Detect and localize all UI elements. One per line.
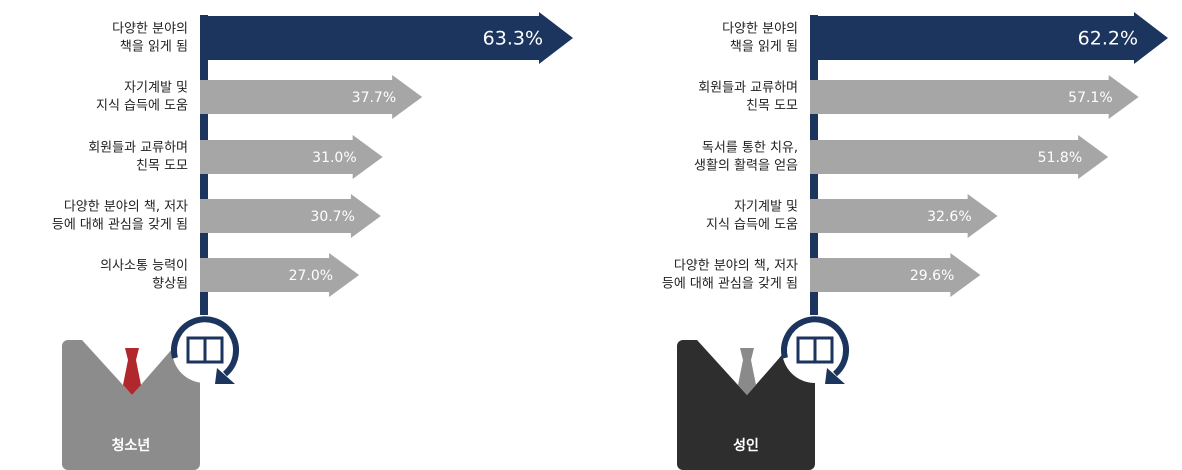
category-label: 지식 습득에 도움 [96,99,188,114]
category-label: 지식 습득에 도움 [706,218,798,233]
value-label: 31.0% [312,150,356,166]
category-label: 의사소통 능력이 [100,259,188,274]
value-label: 63.3% [483,28,543,50]
group-label: 성인 [733,437,759,454]
value-label: 37.7% [352,90,396,106]
arrow-bar [810,253,980,297]
category-label: 독서를 통한 치유, [702,141,798,156]
infographic: 청소년63.3%다양한 분야의책을 읽게 됨37.7%자기계발 및지식 습득에 … [0,0,1182,470]
category-label: 회원들과 교류하며 [698,81,798,96]
category-label: 등에 대해 관심을 갖게 됨 [52,218,188,233]
category-label: 다양한 분야의 [112,22,188,37]
value-label: 27.0% [289,268,333,284]
value-label: 62.2% [1078,28,1138,50]
category-label: 향상됨 [152,277,188,292]
value-label: 57.1% [1068,90,1112,106]
category-label: 생활의 활력을 얻음 [694,159,798,174]
category-label: 자기계발 및 [124,81,188,96]
category-label: 책을 읽게 됨 [120,40,188,55]
category-label: 다양한 분야의 책, 저자 [64,200,188,215]
category-label: 등에 대해 관심을 갖게 됨 [662,277,798,292]
category-label: 자기계발 및 [734,200,798,215]
value-label: 51.8% [1038,150,1082,166]
value-label: 29.6% [910,268,954,284]
category-label: 다양한 분야의 [722,22,798,37]
category-label: 다양한 분야의 책, 저자 [674,259,798,274]
value-label: 30.7% [310,209,354,225]
group-label: 청소년 [112,438,151,454]
category-label: 회원들과 교류하며 [88,141,188,156]
value-label: 32.6% [927,209,971,225]
arrow-bar [200,253,359,297]
category-label: 친목 도모 [746,99,798,114]
category-label: 친목 도모 [136,159,188,174]
category-label: 책을 읽게 됨 [730,40,798,55]
